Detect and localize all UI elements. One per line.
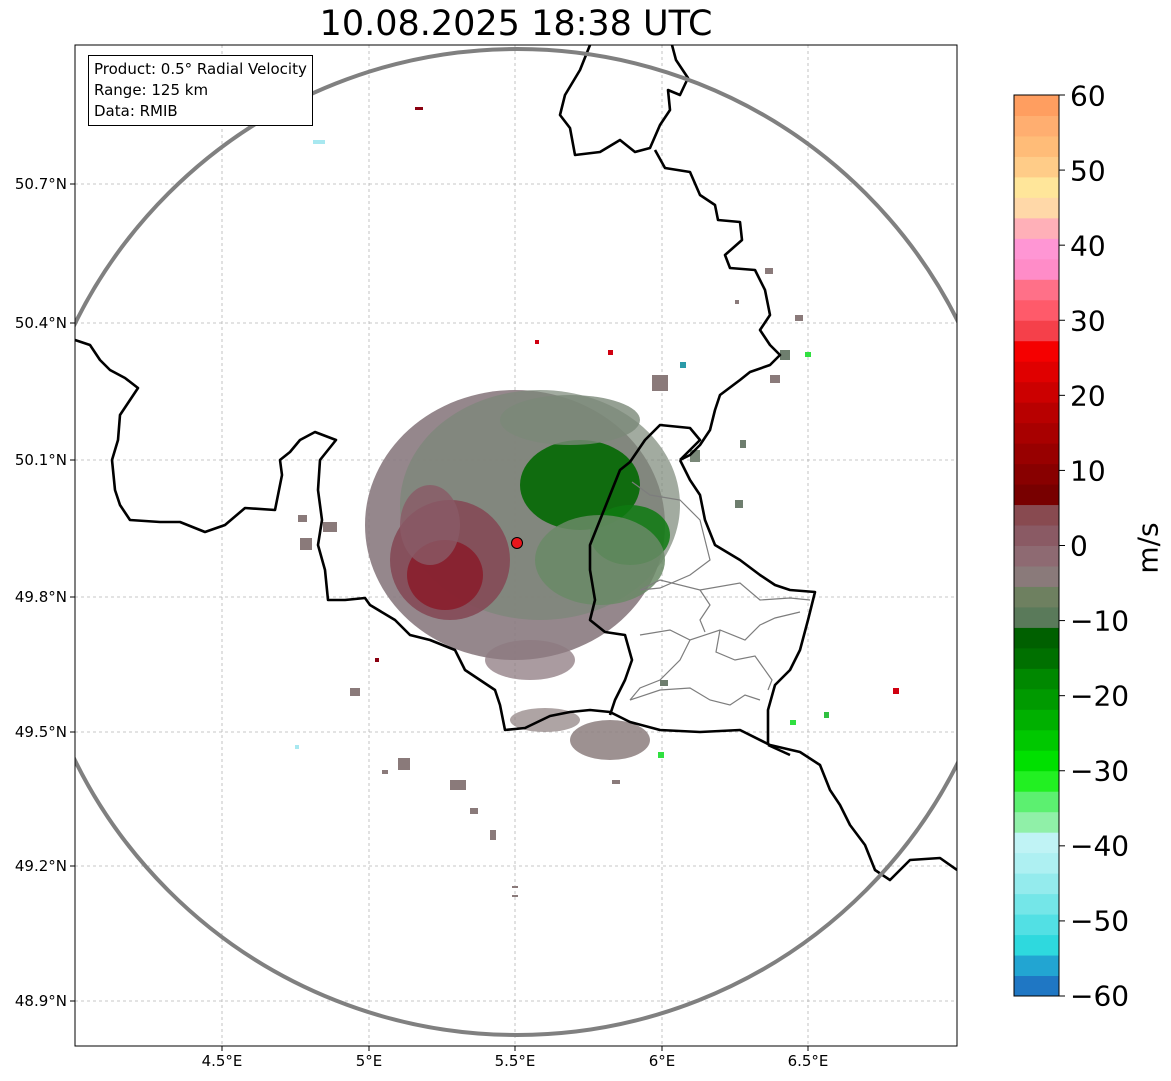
colorbar-segment bbox=[1014, 750, 1059, 772]
colorbar-segment bbox=[1014, 238, 1059, 260]
colorbar-segment bbox=[1014, 545, 1059, 567]
colorbar-segment bbox=[1014, 402, 1059, 424]
colorbar-segment bbox=[1014, 504, 1059, 526]
colorbar-segment bbox=[1014, 217, 1059, 239]
colorbar-segment bbox=[1014, 873, 1059, 895]
colorbar-segment bbox=[1014, 606, 1059, 628]
colorbar-segment bbox=[1014, 381, 1059, 403]
colorbar-tick-label: −10 bbox=[1070, 604, 1130, 638]
lat-tick-label: 48.9°N bbox=[14, 992, 67, 1010]
lon-tick-label: 6°E bbox=[648, 1052, 676, 1070]
colorbar-segment bbox=[1014, 893, 1059, 915]
colorbar-tick-label: −60 bbox=[1070, 979, 1130, 1013]
colorbar-unit-label: m/s bbox=[1131, 522, 1165, 574]
lat-tick-label: 50.7°N bbox=[14, 175, 67, 193]
colorbar-tick-label: −40 bbox=[1070, 829, 1130, 863]
range-label: Range: 125 km bbox=[94, 81, 209, 99]
colorbar-tick-label: 10 bbox=[1070, 454, 1106, 488]
colorbar-tick-label: 40 bbox=[1070, 229, 1106, 263]
national-borders bbox=[75, 45, 957, 882]
colorbar-segment bbox=[1014, 565, 1059, 587]
colorbar-segment bbox=[1014, 299, 1059, 321]
colorbar-segment bbox=[1014, 197, 1059, 219]
colorbar-segment bbox=[1014, 586, 1059, 608]
colorbar-segment bbox=[1014, 955, 1059, 977]
colorbar-segment bbox=[1014, 975, 1059, 997]
colorbar-segment bbox=[1014, 525, 1059, 546]
colorbar-segment bbox=[1014, 115, 1059, 137]
colorbar-segment bbox=[1014, 729, 1059, 751]
colorbar-segment bbox=[1014, 647, 1059, 669]
lon-tick-label: 6.5°E bbox=[787, 1052, 829, 1070]
lat-tick-label: 50.1°N bbox=[14, 451, 67, 469]
colorbar-segment bbox=[1014, 852, 1059, 874]
colorbar-tick-label: −50 bbox=[1070, 904, 1130, 938]
range-ring bbox=[75, 47, 957, 1037]
colorbar-segment bbox=[1014, 811, 1059, 833]
colorbar-segment bbox=[1014, 361, 1059, 383]
plot-frame bbox=[74, 44, 958, 1047]
lat-tick-label: 50.4°N bbox=[14, 314, 67, 332]
lon-tick-label: 5.5°E bbox=[494, 1052, 536, 1070]
colorbar-tick-label: −20 bbox=[1070, 679, 1130, 713]
colorbar-segment bbox=[1014, 484, 1059, 506]
radar-echoes bbox=[295, 107, 899, 897]
colorbar-ticks bbox=[1059, 94, 1065, 997]
colorbar-segment bbox=[1014, 463, 1059, 485]
colorbar-segment bbox=[1014, 279, 1059, 301]
lon-tick-label: 4.5°E bbox=[201, 1052, 243, 1070]
colorbar-tick-label: 50 bbox=[1070, 154, 1106, 188]
colorbar-tick-label: 30 bbox=[1070, 304, 1106, 338]
colorbar-segment bbox=[1014, 914, 1059, 936]
product-label: Product: 0.5° Radial Velocity bbox=[94, 60, 307, 78]
colorbar-segment bbox=[1014, 320, 1059, 342]
colorbar-segment bbox=[1014, 135, 1059, 157]
colorbar-tick-label: 60 bbox=[1070, 79, 1106, 113]
colorbar-segment bbox=[1014, 258, 1059, 280]
colorbar-segment bbox=[1014, 934, 1059, 956]
colorbar-segment bbox=[1014, 688, 1059, 710]
colorbar-segment bbox=[1014, 832, 1059, 854]
colorbar-segment bbox=[1014, 95, 1059, 116]
colorbar-segment bbox=[1014, 422, 1059, 444]
lat-tick-label: 49.8°N bbox=[14, 588, 67, 606]
lon-tick-label: 5°E bbox=[355, 1052, 383, 1070]
colorbar-segment bbox=[1014, 770, 1059, 792]
colorbar-segment bbox=[1014, 156, 1059, 178]
colorbar-segment bbox=[1014, 443, 1059, 465]
colorbar-segment bbox=[1014, 176, 1059, 198]
internal-boundaries bbox=[629, 481, 811, 706]
lat-tick-label: 49.2°N bbox=[14, 857, 67, 875]
axis-ticks bbox=[70, 183, 809, 1051]
colorbar-tick-label: 20 bbox=[1070, 379, 1106, 413]
colorbar-segment bbox=[1014, 627, 1059, 649]
colorbar-segment bbox=[1014, 709, 1059, 731]
radar-site-marker[interactable] bbox=[511, 537, 523, 549]
map-title: 10.08.2025 18:38 UTC bbox=[319, 4, 713, 44]
colorbar-tick-label: −30 bbox=[1070, 754, 1130, 788]
colorbar-segment bbox=[1014, 791, 1059, 813]
colorbar-segment bbox=[1014, 668, 1059, 690]
colorbar bbox=[1014, 95, 1059, 997]
product-info-box: Product: 0.5° Radial Velocity Range: 125… bbox=[88, 55, 313, 126]
data-source-label: Data: RMIB bbox=[94, 102, 178, 120]
lat-tick-label: 49.5°N bbox=[14, 723, 67, 741]
colorbar-tick-label: 0 bbox=[1070, 529, 1088, 563]
colorbar-segment bbox=[1014, 340, 1059, 362]
